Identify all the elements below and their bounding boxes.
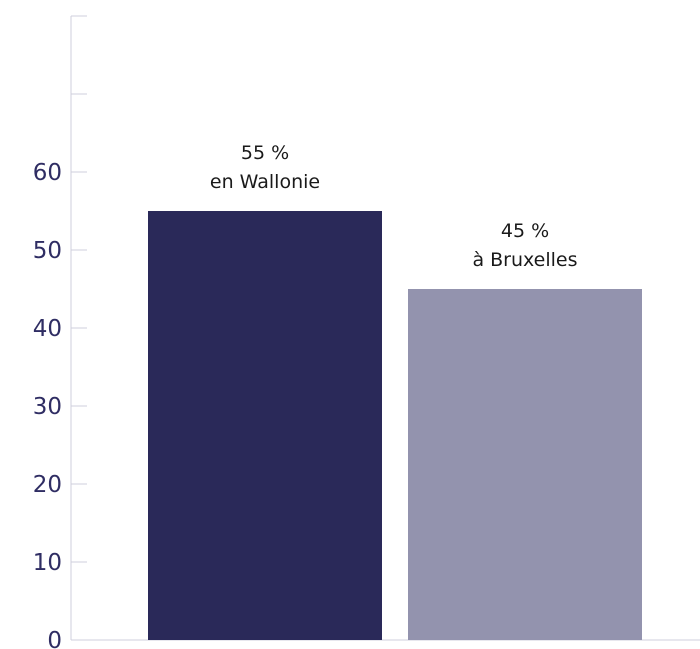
bar-category-label: à Bruxelles	[472, 249, 577, 271]
bar	[148, 211, 382, 640]
bar-labels: 55 % en Wallonie 45 % à Bruxelles	[210, 142, 578, 271]
bar	[408, 289, 642, 640]
y-tick-label: 60	[33, 160, 62, 186]
y-tick-label: 40	[33, 316, 62, 342]
y-tick-label: 50	[33, 238, 62, 264]
y-tick-label: 20	[33, 472, 62, 498]
bar-category-label: en Wallonie	[210, 171, 320, 193]
bar-value-label: 55 %	[241, 142, 289, 164]
bar-value-label: 45 %	[501, 220, 549, 242]
y-axis: 0 10 20 30 40 50 60	[33, 15, 700, 649]
bars	[148, 211, 642, 640]
y-tick-label: 30	[33, 394, 62, 420]
y-tick-label: 10	[33, 550, 62, 576]
y-tick-label: 0	[47, 628, 62, 649]
